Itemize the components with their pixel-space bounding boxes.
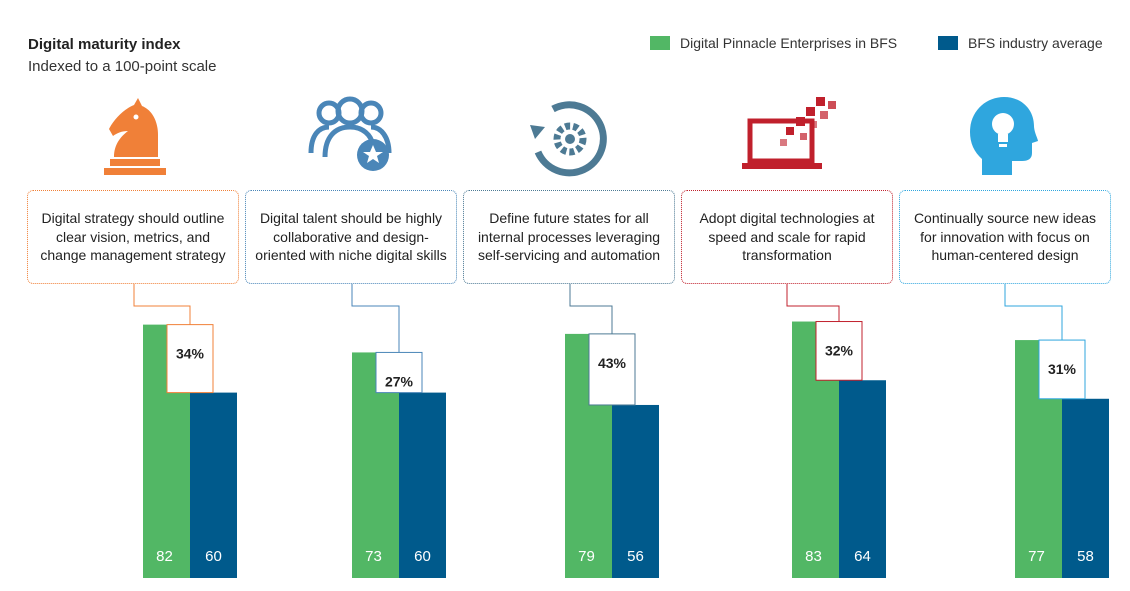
head-lightbulb-icon xyxy=(970,97,1038,175)
value-label-pinnacle-innovation: 77 xyxy=(1028,548,1045,565)
bar-industry-strategy xyxy=(190,392,237,578)
gap-label-strategy: 34% xyxy=(176,346,205,362)
chess-knight-icon xyxy=(104,98,166,175)
bar-industry-talent xyxy=(399,392,446,578)
value-label-industry-talent: 60 xyxy=(414,548,431,565)
value-label-pinnacle-strategy: 82 xyxy=(156,548,173,565)
process-cycle-gear-icon xyxy=(530,101,607,177)
bar-industry-processes xyxy=(612,404,659,578)
connector-strategy xyxy=(133,284,191,325)
pillar-text-strategy: Digital strategy should outline clear vi… xyxy=(27,190,239,284)
chart-title: Digital maturity index xyxy=(28,36,181,53)
gap-box-processes xyxy=(588,333,636,406)
gap-label-processes: 43% xyxy=(598,355,627,371)
value-label-industry-processes: 56 xyxy=(627,548,644,565)
connector-processes xyxy=(569,284,613,334)
value-label-pinnacle-talent: 73 xyxy=(365,548,382,565)
value-label-pinnacle-processes: 79 xyxy=(578,548,595,565)
gap-label-talent: 27% xyxy=(385,373,414,389)
connector-innovation xyxy=(1004,284,1063,341)
pillar-text-talent: Digital talent should be highly collabor… xyxy=(245,190,457,284)
legend-swatch-industry xyxy=(938,36,958,50)
legend-label-industry: BFS industry average xyxy=(968,35,1103,51)
gap-box-technologies xyxy=(815,321,863,381)
pillar-text-technologies: Adopt digital technologies at speed and … xyxy=(681,190,893,284)
legend-swatch-pinnacle xyxy=(650,36,670,50)
value-label-industry-innovation: 58 xyxy=(1077,548,1094,565)
chart-subtitle: Indexed to a 100-point scale xyxy=(28,58,217,75)
gap-label-technologies: 32% xyxy=(825,343,854,359)
gap-box-talent xyxy=(375,351,423,394)
connector-technologies xyxy=(786,284,840,322)
connector-talent xyxy=(351,284,400,353)
legend-item-pinnacle: Digital Pinnacle Enterprises in BFS xyxy=(650,35,897,51)
pillar-text-innovation: Continually source new ideas for innovat… xyxy=(899,190,1111,284)
legend-label-pinnacle: Digital Pinnacle Enterprises in BFS xyxy=(680,35,898,51)
team-talent-icon xyxy=(308,96,392,171)
value-label-industry-strategy: 60 xyxy=(205,548,222,565)
bar-industry-innovation xyxy=(1062,398,1109,578)
laptop-pixels-icon xyxy=(742,97,836,169)
value-label-industry-technologies: 64 xyxy=(854,548,871,565)
gap-box-strategy xyxy=(166,324,214,394)
value-label-pinnacle-technologies: 83 xyxy=(805,548,822,565)
legend-item-industry: BFS industry average xyxy=(938,35,1103,51)
bar-industry-technologies xyxy=(839,380,886,578)
gap-label-innovation: 31% xyxy=(1048,361,1077,377)
pillar-text-processes: Define future states for all internal pr… xyxy=(463,190,675,284)
